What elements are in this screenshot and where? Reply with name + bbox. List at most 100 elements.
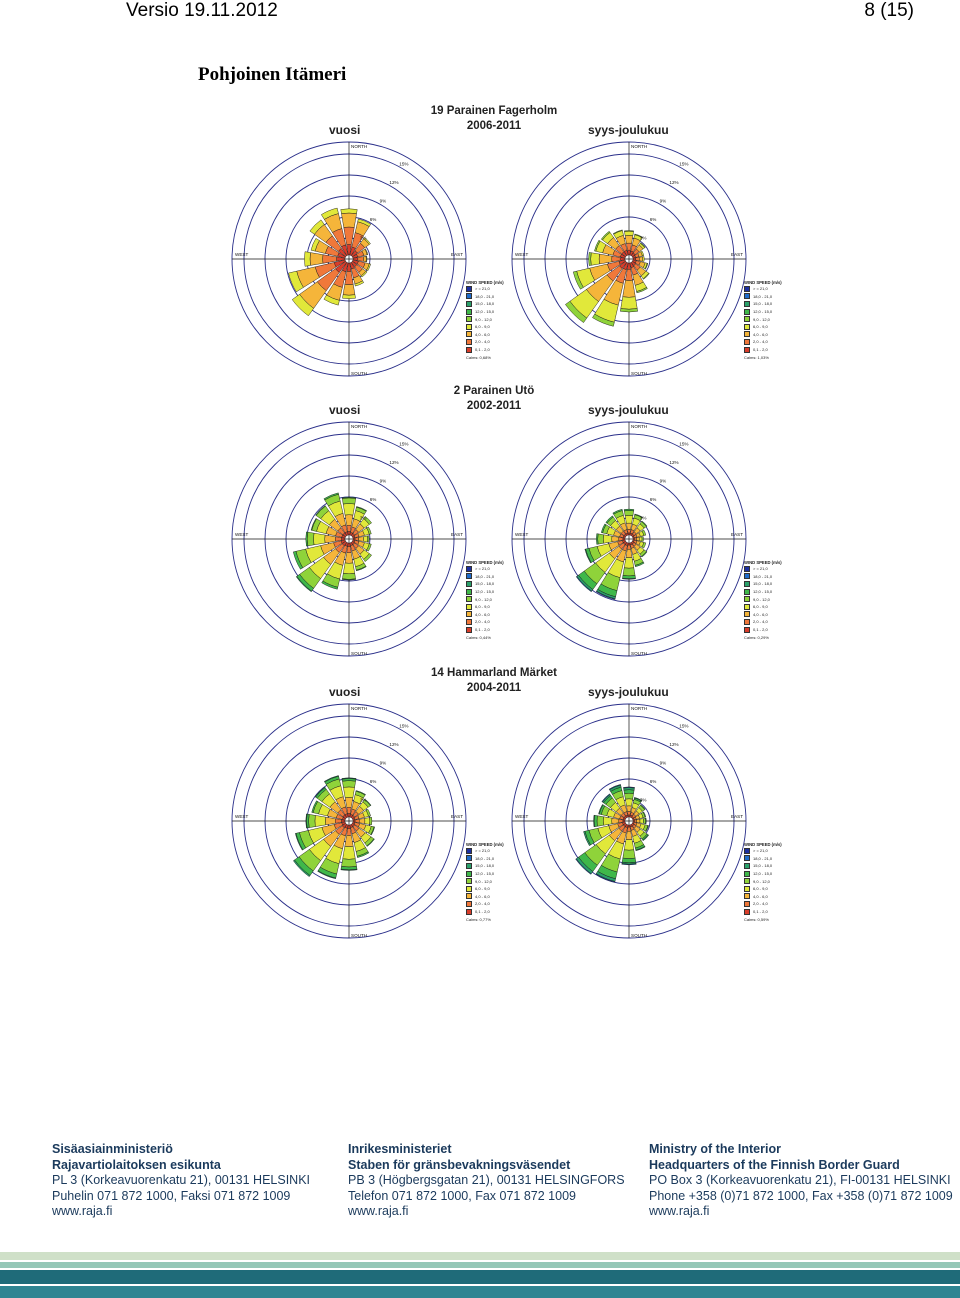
legend-swatch bbox=[466, 316, 472, 323]
legend-item: 4,0 - 6,0 bbox=[466, 893, 512, 901]
station-block: 2 Parainen Utö 2002-2011 vuosi syys-joul… bbox=[228, 384, 782, 664]
rose-segment bbox=[342, 846, 356, 860]
legend-label: 18,0 - 21,0 bbox=[753, 293, 773, 299]
rose-segment bbox=[627, 814, 631, 818]
ring-label: 9% bbox=[380, 198, 387, 203]
rose-segment bbox=[363, 553, 372, 562]
legend-swatch bbox=[744, 573, 750, 580]
rose-segment bbox=[364, 248, 369, 256]
compass-west-label: WEST bbox=[235, 532, 248, 537]
rose-segment bbox=[334, 818, 342, 824]
rose-segment bbox=[343, 562, 355, 575]
rose-segment bbox=[344, 514, 354, 526]
legend-item: 2,0 - 4,0 bbox=[466, 618, 512, 626]
legend-swatch bbox=[744, 338, 750, 345]
footer-link[interactable]: www.raja.fi bbox=[348, 1204, 409, 1219]
ring-label: 3% bbox=[360, 235, 367, 240]
rose-segment bbox=[575, 858, 592, 875]
rose-segment bbox=[313, 532, 326, 546]
legend-item: 15,0 - 18,0 bbox=[744, 580, 790, 588]
ring-label: 12% bbox=[669, 180, 678, 185]
footer-line: PB 3 (Högbergsgatan 21), 00131 HELSINGFO… bbox=[348, 1173, 625, 1188]
rose-segment bbox=[321, 207, 339, 220]
legend-swatch bbox=[744, 847, 750, 854]
legend-label: 6,0 - 9,0 bbox=[475, 604, 490, 610]
legend-item: > = 21,0 bbox=[466, 847, 512, 855]
legend-swatch bbox=[744, 565, 750, 572]
rose-segment bbox=[341, 777, 357, 780]
rose-segment bbox=[354, 280, 365, 287]
rose-segment bbox=[618, 819, 624, 823]
legend-swatch bbox=[466, 588, 472, 595]
legend-swatch bbox=[466, 596, 472, 603]
legend-label: 0,1 - 2,0 bbox=[753, 909, 768, 915]
legend-label: 4,0 - 6,0 bbox=[753, 611, 768, 617]
legend-swatch bbox=[466, 580, 472, 587]
footer-swedish: Inrikesministeriet Staben för gränsbevak… bbox=[348, 1142, 625, 1220]
rose-segment bbox=[622, 279, 636, 298]
footer-line: PL 3 (Korkeavuorenkatu 21), 00131 HELSIN… bbox=[52, 1173, 311, 1188]
wind-rose-autumn: NORTH SOUTH WEST EAST 3% 6% 9% 12% 15% bbox=[511, 141, 747, 377]
legend-swatch bbox=[466, 878, 472, 885]
rose-segment bbox=[627, 542, 631, 546]
rose-segment bbox=[323, 775, 339, 783]
rose-segment bbox=[622, 577, 636, 580]
rose-segment bbox=[323, 294, 340, 306]
footer-link[interactable]: www.raja.fi bbox=[52, 1204, 113, 1219]
rose-segment bbox=[623, 839, 635, 851]
rose-segment bbox=[366, 543, 372, 552]
legend-swatch bbox=[466, 308, 472, 315]
season-label-autumn: syys-joulukuu bbox=[588, 685, 669, 699]
rose-segment bbox=[625, 548, 633, 558]
legend-swatch bbox=[744, 885, 750, 892]
rose-segment bbox=[340, 208, 358, 214]
compass-south-label: SOUTH bbox=[351, 651, 367, 656]
ring-label: 3% bbox=[360, 797, 367, 802]
legend-item: 2,0 - 4,0 bbox=[744, 338, 790, 346]
legend-swatch bbox=[466, 323, 472, 330]
ring-label: 9% bbox=[660, 198, 667, 203]
legend-item: 2,0 - 4,0 bbox=[466, 338, 512, 346]
legend-item: 6,0 - 9,0 bbox=[744, 603, 790, 611]
rose-segment bbox=[366, 263, 371, 272]
rose-segment bbox=[321, 580, 339, 590]
rose-segment bbox=[603, 534, 613, 544]
footer-line: PO Box 3 (Korkeavuorenkatu 21), FI-00131… bbox=[649, 1173, 951, 1188]
rose-segment bbox=[596, 815, 604, 827]
rose-segment bbox=[357, 256, 364, 262]
legend-title: WIND SPEED (m/s) bbox=[466, 280, 504, 285]
rose-segment bbox=[627, 532, 631, 536]
rose-segment bbox=[608, 784, 621, 790]
compass-south-label: SOUTH bbox=[351, 371, 367, 376]
legend-swatch bbox=[466, 338, 472, 345]
rose-segment bbox=[641, 536, 644, 542]
rose-segment bbox=[627, 824, 631, 828]
legend-label: 0,1 - 2,0 bbox=[475, 627, 490, 633]
legend-label: > = 21,0 bbox=[475, 566, 490, 572]
legend-swatch bbox=[744, 908, 750, 915]
rose-segment bbox=[618, 537, 624, 541]
compass-south-label: SOUTH bbox=[631, 651, 647, 656]
calms-label: Calms: 1,03% bbox=[744, 355, 769, 361]
rose-segment bbox=[635, 257, 640, 261]
rose-segment bbox=[638, 536, 643, 542]
calms-label: Calms: 0,29% bbox=[744, 635, 769, 641]
legend-swatch bbox=[744, 580, 750, 587]
rose-segment bbox=[622, 575, 636, 579]
legend-label: 6,0 - 9,0 bbox=[753, 886, 768, 892]
compass-south-label: SOUTH bbox=[351, 933, 367, 938]
legend-swatch bbox=[466, 346, 472, 353]
rose-segment bbox=[342, 294, 356, 299]
legend-label: 18,0 - 21,0 bbox=[475, 573, 495, 579]
legend-swatch bbox=[466, 331, 472, 338]
rose-segment bbox=[627, 529, 631, 534]
footer-link[interactable]: www.raja.fi bbox=[649, 1204, 710, 1219]
calms-label: Calms: 0,68% bbox=[466, 355, 491, 361]
rose-segment bbox=[342, 284, 356, 296]
rose-segment bbox=[634, 819, 637, 823]
rose-segment bbox=[623, 786, 635, 789]
legend-item: 18,0 - 21,0 bbox=[466, 573, 512, 581]
calms-label: Calms: 0,77% bbox=[466, 917, 491, 923]
legend-label: 0,1 - 2,0 bbox=[753, 627, 768, 633]
legend-swatch bbox=[744, 293, 750, 300]
